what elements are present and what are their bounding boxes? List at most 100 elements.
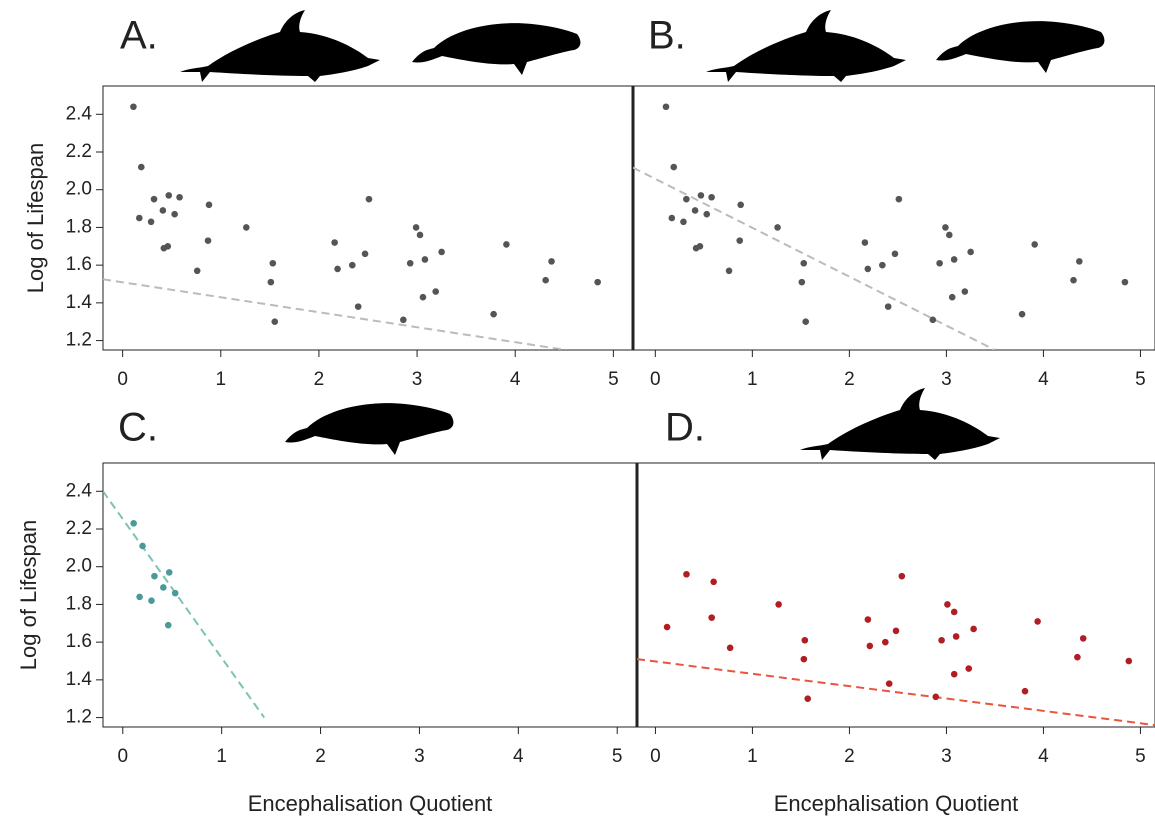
y-tick-label: 2.2	[66, 518, 92, 539]
data-point	[680, 218, 687, 226]
x-tick-label: 1	[216, 746, 227, 767]
x-tick-label: 4	[510, 369, 521, 390]
x-tick-label: 3	[941, 746, 952, 767]
data-point	[205, 201, 213, 209]
x-tick-label: 2	[315, 746, 326, 767]
x-tick-label: 5	[608, 369, 619, 390]
data-point	[800, 655, 808, 663]
data-point	[965, 665, 973, 672]
data-point	[800, 259, 808, 267]
panel-label: A.	[120, 14, 158, 58]
data-point	[775, 601, 782, 608]
data-point	[801, 636, 809, 644]
data-point	[885, 680, 893, 687]
data-point	[136, 593, 143, 601]
data-point	[1076, 258, 1083, 265]
data-point	[438, 248, 445, 256]
data-point	[798, 278, 806, 286]
data-point	[938, 636, 945, 644]
fit-line	[103, 490, 266, 719]
data-point	[942, 224, 949, 231]
x-tick-label: 4	[513, 746, 524, 767]
data-point	[139, 542, 146, 550]
y-tick-label: 1.4	[66, 669, 93, 690]
x-tick-label: 2	[314, 369, 325, 390]
data-point	[1125, 657, 1133, 665]
x-tick-label: 2	[844, 369, 855, 390]
x-axis-label: Encephalisation Quotient	[774, 791, 1019, 816]
x-axis-label: Encephalisation Quotient	[248, 791, 493, 816]
data-point	[861, 239, 869, 246]
y-tick-label: 1.8	[66, 593, 92, 614]
data-point	[952, 633, 960, 640]
y-tick-label: 1.6	[66, 631, 92, 652]
data-point	[710, 578, 717, 586]
data-point	[1121, 278, 1129, 286]
y-tick-label: 2.4	[66, 103, 93, 124]
data-point	[683, 570, 690, 578]
y-tick-label: 2.2	[66, 141, 92, 162]
fit-line	[637, 658, 1155, 727]
fit-line	[633, 166, 996, 350]
data-point	[882, 638, 889, 646]
data-point	[774, 224, 781, 231]
data-point	[151, 572, 158, 580]
seal-icon	[412, 23, 581, 75]
data-point	[946, 231, 953, 239]
data-point	[804, 695, 812, 703]
x-tick-label: 0	[650, 746, 661, 767]
data-point	[548, 258, 555, 265]
data-point	[726, 644, 734, 652]
plot-frame	[102, 462, 638, 728]
data-point	[204, 237, 212, 244]
x-tick-label: 5	[1135, 746, 1146, 767]
dolphin-icon	[800, 388, 1000, 460]
data-point	[594, 278, 601, 286]
data-point	[892, 627, 900, 635]
data-point	[171, 210, 178, 218]
seal-icon	[285, 403, 454, 455]
data-point	[736, 237, 744, 244]
y-axis-label: Log of Lifespan	[16, 520, 41, 670]
data-point	[147, 218, 155, 226]
data-point	[696, 242, 704, 250]
data-point	[898, 572, 906, 580]
data-point	[1018, 310, 1026, 318]
data-point	[1070, 276, 1077, 284]
data-point	[932, 693, 940, 701]
data-point	[171, 589, 179, 597]
data-point	[1079, 635, 1087, 642]
data-point	[864, 265, 872, 273]
data-point	[879, 261, 886, 269]
data-point	[165, 192, 173, 199]
data-point	[802, 318, 810, 326]
fit-line	[103, 278, 567, 350]
data-point	[961, 288, 969, 295]
data-point	[967, 248, 974, 256]
data-point	[970, 625, 977, 633]
x-tick-label: 3	[941, 369, 952, 390]
data-point	[948, 293, 956, 301]
data-point	[406, 259, 414, 267]
data-point	[737, 201, 744, 209]
data-point	[136, 214, 143, 222]
data-point	[944, 601, 951, 608]
x-tick-label: 0	[117, 746, 128, 767]
data-point	[663, 623, 671, 631]
data-point	[503, 241, 510, 248]
data-point	[691, 207, 699, 214]
data-point	[159, 207, 167, 214]
data-point	[400, 316, 407, 324]
x-tick-label: 3	[414, 746, 425, 767]
data-point	[1074, 653, 1081, 661]
x-tick-label: 4	[1038, 746, 1049, 767]
data-point	[137, 163, 145, 171]
x-tick-label: 5	[1135, 369, 1146, 390]
y-tick-label: 2.0	[66, 556, 92, 577]
data-point	[361, 250, 369, 258]
data-point	[683, 195, 690, 203]
x-tick-label: 1	[215, 369, 226, 390]
data-point	[542, 276, 549, 284]
data-point	[331, 239, 338, 246]
